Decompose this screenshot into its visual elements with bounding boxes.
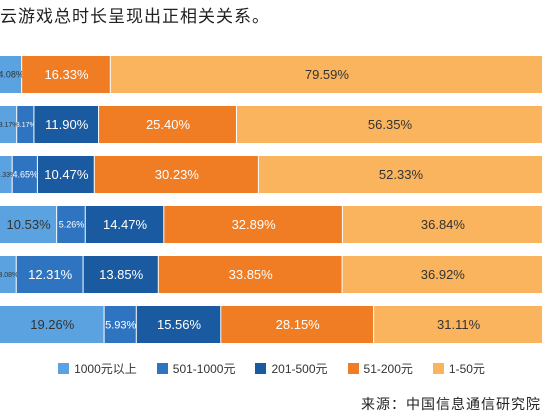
bar-segment bbox=[12, 156, 37, 193]
bar-segment bbox=[83, 256, 158, 293]
bar-segment bbox=[94, 156, 258, 193]
intro-text: 云游戏总时长呈现出正相关关系。 bbox=[0, 7, 270, 27]
data-label: 36.92% bbox=[421, 267, 466, 282]
bar-segment bbox=[0, 306, 104, 343]
data-label: 3.17% bbox=[0, 122, 19, 129]
bar-segment bbox=[110, 56, 542, 93]
bar-segment bbox=[0, 206, 57, 243]
bar-segment bbox=[342, 206, 542, 243]
data-label: 14.47% bbox=[103, 217, 148, 232]
data-label: 5.93% bbox=[105, 319, 136, 331]
data-label: 10.47% bbox=[44, 167, 89, 182]
data-label: 5.26% bbox=[59, 220, 85, 230]
legend-label: 1-50元 bbox=[448, 361, 485, 376]
bar-segment bbox=[37, 156, 94, 193]
data-label: 4.65% bbox=[13, 170, 39, 180]
chart-legend: 1000元以上 501-1000元 201-500元 51-200元 1-50元 bbox=[0, 358, 543, 378]
bar-segment bbox=[258, 156, 543, 193]
data-label: 2.33% bbox=[0, 172, 16, 179]
bar-segment bbox=[34, 106, 99, 143]
data-label: 11.90% bbox=[45, 117, 89, 132]
bar-segment bbox=[158, 256, 342, 293]
bar-segment bbox=[136, 306, 221, 343]
data-label: 36.84% bbox=[421, 217, 466, 232]
data-label: 3.08% bbox=[0, 272, 18, 279]
legend-label: 1000元以上 bbox=[74, 361, 137, 376]
data-label: 19.26% bbox=[30, 317, 75, 332]
data-label: 32.89% bbox=[232, 217, 277, 232]
data-label: 13.85% bbox=[99, 267, 144, 282]
legend-swatch bbox=[432, 362, 444, 374]
legend-swatch bbox=[58, 362, 70, 374]
data-label: 33.85% bbox=[229, 267, 274, 282]
bar-segment bbox=[342, 256, 543, 293]
legend-swatch bbox=[347, 362, 359, 374]
bar-row: 10.53% 5.26% 14.47% 32.89% 36.84% bbox=[0, 206, 542, 243]
bar-segment bbox=[0, 156, 12, 193]
bar-segment bbox=[0, 106, 17, 143]
data-label: 28.15% bbox=[276, 317, 321, 332]
data-label: 3.17% bbox=[16, 122, 36, 129]
legend-item: 201-500元 bbox=[255, 360, 328, 377]
data-label: 56.35% bbox=[368, 117, 413, 132]
data-label: 10.53% bbox=[7, 217, 52, 232]
data-label: 30.23% bbox=[155, 167, 200, 182]
legend-item: 1-50元 bbox=[432, 360, 485, 377]
data-label: 4.08% bbox=[0, 70, 24, 80]
bar-segment bbox=[22, 56, 110, 93]
bar-segment bbox=[16, 256, 83, 293]
legend-label: 501-1000元 bbox=[172, 361, 236, 376]
bar-segment bbox=[17, 106, 34, 143]
bar-row: 3.17%3.17% 11.90% 25.40% 56.35% bbox=[0, 106, 542, 143]
bar-segment bbox=[57, 206, 85, 243]
data-label: 52.33% bbox=[379, 167, 424, 182]
bar-segment bbox=[85, 206, 164, 243]
data-label: 25.40% bbox=[146, 117, 191, 132]
legend-item: 501-1000元 bbox=[156, 360, 236, 377]
data-label: 79.59% bbox=[305, 67, 350, 82]
bar-segment bbox=[164, 206, 342, 243]
data-label: 31.11% bbox=[437, 317, 481, 332]
bar-row: 19.26% 5.93% 15.56% 28.15% 31.11% bbox=[0, 306, 543, 343]
bar-row: 3.08% 12.31% 13.85% 33.85% 36.92% bbox=[0, 256, 543, 293]
source-note: 来源：中国信息通信研究院 bbox=[361, 397, 541, 413]
bar-segment bbox=[104, 306, 136, 343]
legend-label: 201-500元 bbox=[271, 361, 328, 376]
data-label: 16.33% bbox=[44, 67, 89, 82]
legend-item: 1000元以上 bbox=[58, 360, 137, 377]
data-label: 15.56% bbox=[157, 317, 202, 332]
bar-segment bbox=[236, 106, 542, 143]
legend-swatch bbox=[255, 362, 267, 374]
data-label: 12.31% bbox=[28, 267, 73, 282]
bar-segment bbox=[374, 306, 543, 343]
bar-row: 2.33%4.65% 10.47% 30.23% 52.33% bbox=[0, 156, 543, 193]
bar-row: 4.08% 16.33% 79.59% bbox=[0, 56, 542, 93]
bar-segment bbox=[0, 256, 16, 293]
legend-label: 51-200元 bbox=[363, 361, 413, 376]
bar-segment bbox=[99, 106, 236, 143]
legend-item: 51-200元 bbox=[347, 360, 413, 377]
legend-swatch bbox=[156, 362, 168, 374]
bar-segment bbox=[221, 306, 374, 343]
bar-segment bbox=[0, 56, 22, 93]
